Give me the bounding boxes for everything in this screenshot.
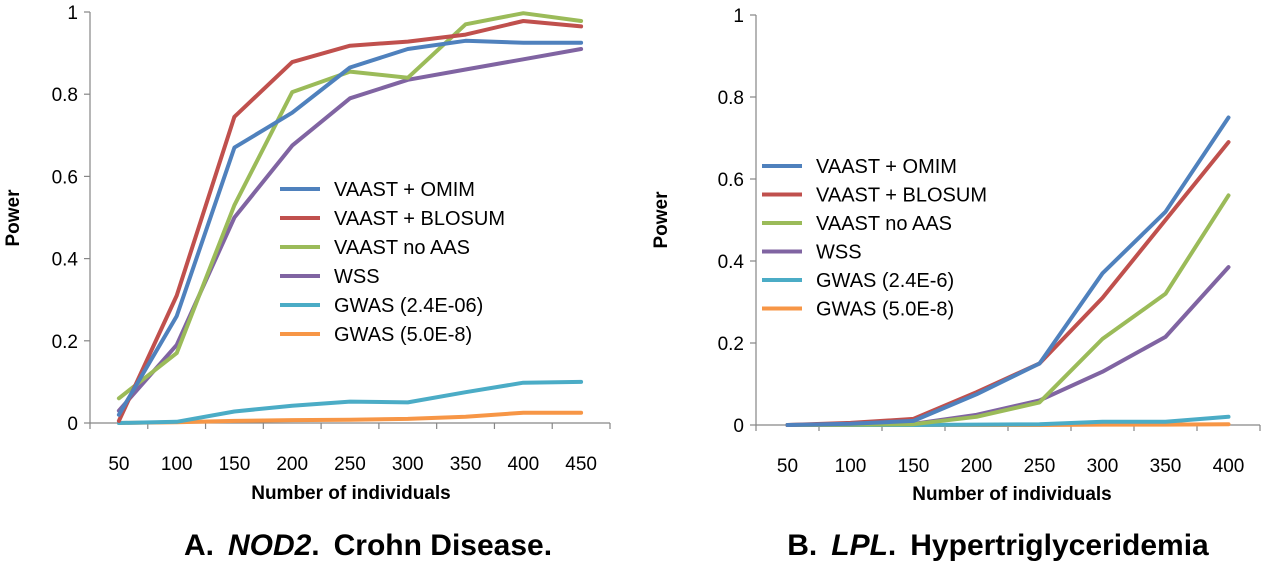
x-tick-label: 150 bbox=[898, 456, 930, 477]
legend-label: GWAS (5.0E-8) bbox=[816, 299, 954, 321]
x-axis-title: Number of individuals bbox=[912, 484, 1112, 505]
chart-panel-b: 0 0.2 0.4 0.6 0.8 1 50 100 150 200 250 300 350 400 P… bbox=[651, 6, 1261, 562]
x-tick-label: 450 bbox=[565, 454, 597, 475]
y-tick-label: 0 bbox=[733, 416, 744, 437]
caption-period: . bbox=[311, 529, 319, 562]
x-tick-label: 200 bbox=[961, 456, 993, 477]
x-tick-label: 300 bbox=[1087, 456, 1119, 477]
caption-period: . bbox=[888, 529, 896, 562]
y-tick-label: 0.8 bbox=[52, 85, 78, 106]
series-line-vaast-omim bbox=[116, 38, 584, 417]
y-tick-label: 0.4 bbox=[718, 252, 745, 273]
y-tick-label: 0.6 bbox=[718, 170, 744, 191]
legend-label: VAAST no AAS bbox=[334, 237, 470, 259]
panel-caption: B. LPL. Hypertriglyceridemia bbox=[787, 529, 1209, 562]
series-line-vaast-blosum bbox=[116, 19, 584, 423]
legend-label: WSS bbox=[334, 266, 380, 288]
legend-label: VAAST + OMIM bbox=[816, 156, 957, 178]
caption-gene: LPL bbox=[831, 529, 888, 562]
legend-label: GWAS (2.4E-6) bbox=[816, 270, 954, 292]
y-tick-label: 0 bbox=[67, 414, 78, 435]
y-tick-label: 1 bbox=[733, 6, 744, 27]
caption-prefix: B. bbox=[787, 529, 817, 562]
x-tick-label: 400 bbox=[507, 454, 539, 475]
caption-suffix: Hypertriglyceridemia bbox=[910, 529, 1209, 562]
x-tick-label: 350 bbox=[1150, 456, 1182, 477]
series-line-vaast-omim bbox=[785, 115, 1231, 427]
legend-label: GWAS (2.4E-06) bbox=[334, 295, 483, 317]
x-tick-label: 400 bbox=[1213, 456, 1245, 477]
legend: VAAST + OMIM VAAST + BLOSUM VAAST no AAS WS… bbox=[280, 179, 505, 346]
x-tick-label: 200 bbox=[276, 454, 308, 475]
y-tick-label: 0.4 bbox=[52, 250, 79, 271]
x-tick-label: 50 bbox=[777, 456, 798, 477]
x-axis-title: Number of individuals bbox=[251, 483, 451, 504]
y-tick-label: 1 bbox=[67, 3, 78, 24]
y-tick-label: 0.2 bbox=[718, 334, 744, 355]
series-line-gwas-5-0e-8 bbox=[116, 410, 584, 425]
x-tick-label: 50 bbox=[108, 454, 129, 475]
y-tick-label: 0.6 bbox=[52, 167, 78, 188]
caption-suffix: Crohn Disease. bbox=[334, 529, 552, 562]
x-tick-label: 350 bbox=[450, 454, 482, 475]
x-tick-label: 100 bbox=[835, 456, 867, 477]
y-axis-title: Power bbox=[651, 191, 672, 249]
legend-label: VAAST + BLOSUM bbox=[816, 185, 987, 207]
x-tick-label: 300 bbox=[392, 454, 424, 475]
legend-label: WSS bbox=[816, 242, 862, 264]
x-tick-label: 150 bbox=[219, 454, 251, 475]
x-tick-label: 100 bbox=[161, 454, 193, 475]
series-line-gwas-2-4e-06 bbox=[116, 379, 584, 425]
x-tick-label: 250 bbox=[1024, 456, 1056, 477]
y-tick-label: 0.8 bbox=[718, 88, 744, 109]
caption-prefix: A. bbox=[184, 529, 214, 562]
legend-label: VAAST no AAS bbox=[816, 213, 952, 235]
series-line-vaast-no-aas bbox=[116, 11, 584, 401]
y-tick-label: 0.2 bbox=[52, 332, 78, 353]
legend-label: GWAS (5.0E-8) bbox=[334, 324, 472, 346]
y-axis-title: Power bbox=[3, 189, 24, 247]
legend-label: VAAST + BLOSUM bbox=[334, 208, 505, 230]
legend-label: VAAST + OMIM bbox=[334, 179, 475, 201]
x-tick-label: 250 bbox=[334, 454, 366, 475]
legend: VAAST + OMIM VAAST + BLOSUM VAAST no AAS WS… bbox=[762, 156, 987, 321]
chart-panel-a: 0 0.2 0.4 0.6 0.8 1 50 100 150 200 250 300 350 400 45… bbox=[3, 3, 611, 562]
panel-caption: A. NOD2. Crohn Disease. bbox=[184, 529, 552, 562]
caption-gene: NOD2 bbox=[228, 529, 312, 562]
